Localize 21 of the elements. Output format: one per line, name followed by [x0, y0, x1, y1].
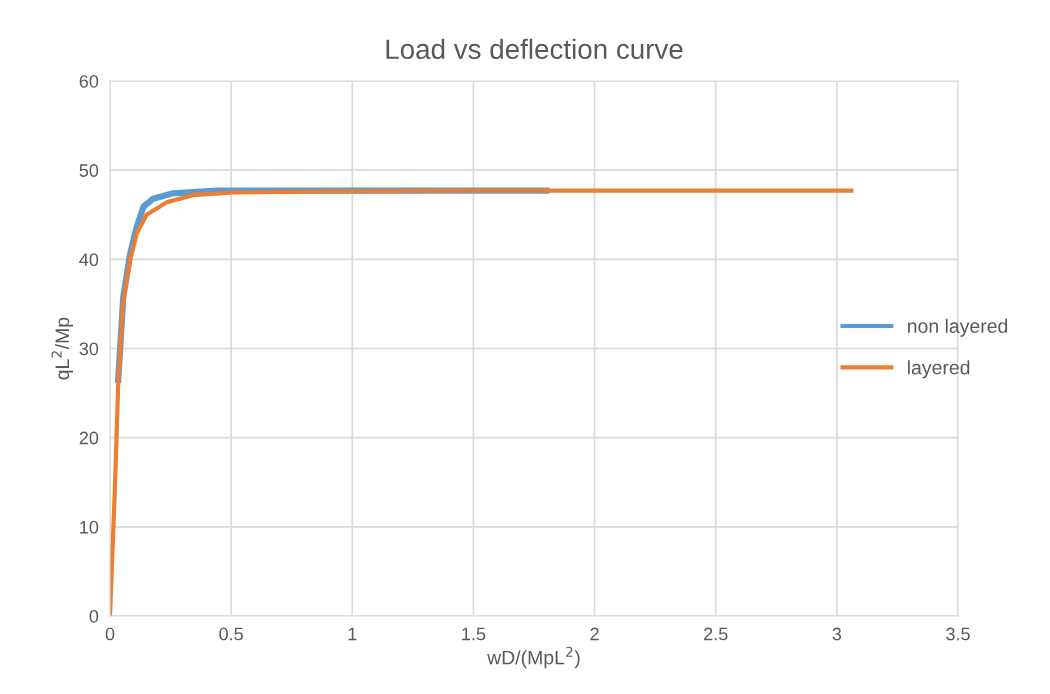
legend-label: non layered	[908, 318, 1008, 337]
y-tick-label: 50	[79, 164, 99, 177]
y-axis-title: qL$^{2}$/Mp	[51, 317, 74, 380]
y-tick-label: 0	[89, 609, 99, 623]
x-tick-label: 0	[105, 627, 115, 641]
chart-title: Load vs deflection curve	[386, 38, 683, 60]
x-axis-title: wD/(MpL$^{2}$)	[487, 646, 580, 669]
x-tick-label: 2	[590, 627, 599, 641]
y-tick-label: 10	[80, 520, 99, 534]
y-tick-label: 20	[79, 431, 99, 445]
y-tick-label: 30	[79, 342, 99, 356]
x-tick-label: 1.5	[462, 627, 486, 641]
x-tick-label: 2.5	[704, 627, 728, 641]
x-tick-label: 1	[348, 627, 357, 641]
x-tick-label: 3.5	[946, 627, 970, 641]
y-tick-label: 60	[79, 74, 99, 88]
x-tick-label: 3	[832, 627, 842, 641]
x-tick-label: 0.5	[219, 627, 243, 641]
y-tick-label: 40	[79, 253, 99, 267]
line-series	[110, 188, 854, 616]
legend-label: layered	[908, 360, 970, 379]
